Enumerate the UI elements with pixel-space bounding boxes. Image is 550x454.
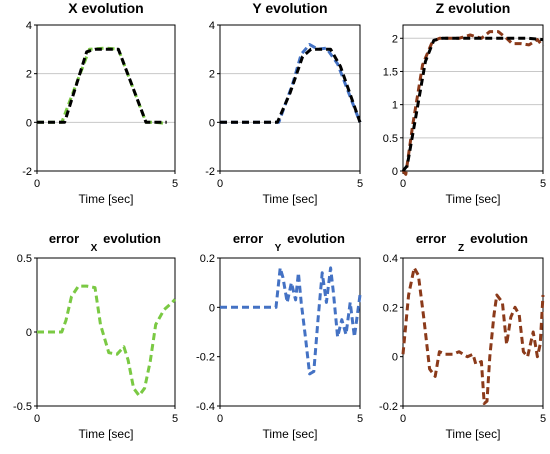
series-line-1	[220, 266, 362, 376]
x-tick-label: 0	[217, 178, 223, 190]
plot-frame	[219, 24, 361, 172]
y-tick-label: -2	[205, 166, 215, 178]
y-tick-label: 0	[392, 166, 398, 178]
x-tick-label: 0	[217, 413, 223, 425]
series-line-1	[220, 43, 362, 124]
chart-panel-3: Z evolution 0 0.5 1 1.5 2 0 5 Time [sec]	[383, 0, 546, 206]
y-tick-label: -0.4	[196, 401, 215, 413]
y-tick-label: 0.5	[383, 133, 398, 145]
y-tick-label: 0	[26, 327, 32, 339]
y-tick-label: 0.2	[200, 253, 215, 265]
y-tick-label: 1	[392, 100, 398, 112]
x-tick-label: 0	[34, 178, 40, 190]
x-tick-label: 5	[172, 413, 178, 425]
chart-title-suffix: evolution	[103, 231, 161, 246]
chart-title: X evolution	[68, 0, 143, 16]
y-tick-label: 0	[209, 117, 215, 129]
series-line-1	[401, 30, 545, 176]
x-axis-label: Time [sec]	[263, 192, 318, 206]
plot-frame	[402, 257, 544, 407]
chart-title-subscript: Y	[275, 243, 282, 254]
x-axis-label: Time [sec]	[79, 192, 134, 206]
y-tick-label: -0.2	[196, 352, 215, 364]
plot-frame	[36, 257, 176, 407]
y-tick-label: 1.5	[383, 66, 398, 78]
x-axis-label: Time [sec]	[263, 427, 318, 441]
x-axis-label: Time [sec]	[446, 427, 501, 441]
y-tick-label: 0	[26, 117, 32, 129]
chart-title: Z evolution	[436, 0, 511, 16]
x-tick-label: 5	[357, 178, 363, 190]
x-tick-label: 5	[540, 413, 546, 425]
chart-title-suffix: evolution	[287, 231, 345, 246]
y-tick-label: 0.2	[383, 302, 398, 314]
y-tick-label: -2	[22, 166, 32, 178]
chart-title: error	[49, 231, 79, 246]
y-tick-label: 0.4	[383, 253, 398, 265]
x-tick-label: 0	[34, 413, 40, 425]
series-line-2	[37, 47, 167, 124]
chart-title: Y evolution	[252, 0, 327, 16]
chart-title-suffix: evolution	[470, 231, 528, 246]
series-line-1	[37, 284, 177, 398]
y-tick-label: 2	[26, 69, 32, 81]
series-line-1	[401, 266, 545, 405]
series-line-1	[37, 46, 167, 125]
chart-title-subscript: X	[91, 243, 98, 254]
series-line-2	[401, 36, 544, 172]
plot-frame	[402, 24, 544, 172]
plot-frame	[36, 24, 176, 172]
y-tick-label: 4	[209, 20, 215, 32]
y-tick-label: 0	[392, 352, 398, 364]
y-tick-label: 0	[209, 302, 215, 314]
y-tick-label: -0.5	[13, 401, 32, 413]
x-axis-label: Time [sec]	[79, 427, 134, 441]
y-tick-label: 4	[26, 20, 32, 32]
y-tick-label: -0.2	[379, 401, 398, 413]
y-tick-label: 2	[209, 69, 215, 81]
x-tick-label: 5	[540, 178, 546, 190]
plot-frame	[219, 257, 361, 407]
x-axis-label: Time [sec]	[446, 192, 501, 206]
y-tick-label: 2	[392, 33, 398, 45]
x-tick-label: 0	[400, 413, 406, 425]
y-tick-label: 0.5	[17, 253, 32, 265]
chart-title-subscript: Z	[458, 243, 464, 254]
series-line-2	[220, 47, 362, 124]
x-tick-label: 5	[172, 178, 178, 190]
chart-title: error	[416, 231, 446, 246]
x-tick-label: 5	[357, 413, 363, 425]
x-tick-label: 0	[400, 178, 406, 190]
chart-title: error	[233, 231, 263, 246]
